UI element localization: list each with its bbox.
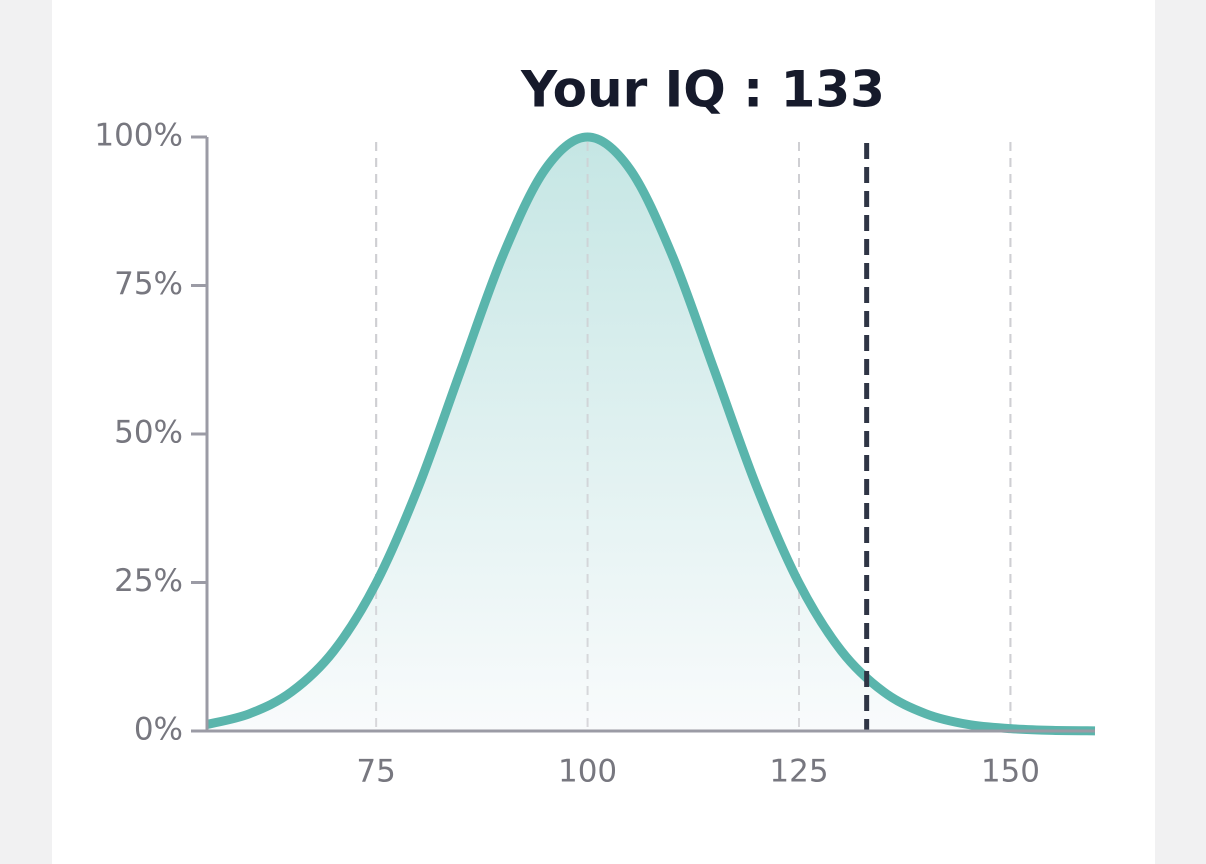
x-tick-label: 100 (558, 754, 617, 790)
y-tick-label: 25% (114, 563, 183, 599)
x-tick-label: 150 (981, 754, 1040, 790)
chart-title: Your IQ : 133 (520, 61, 885, 119)
y-tick-label: 100% (94, 118, 183, 154)
y-tick-label: 50% (114, 415, 183, 451)
x-tick-label: 75 (356, 754, 395, 790)
curve (205, 132, 1096, 736)
x-tick-label: 125 (769, 754, 828, 790)
area (207, 137, 1095, 731)
y-tick-label: 75% (114, 266, 183, 302)
y-tick-label: 0% (134, 712, 183, 748)
